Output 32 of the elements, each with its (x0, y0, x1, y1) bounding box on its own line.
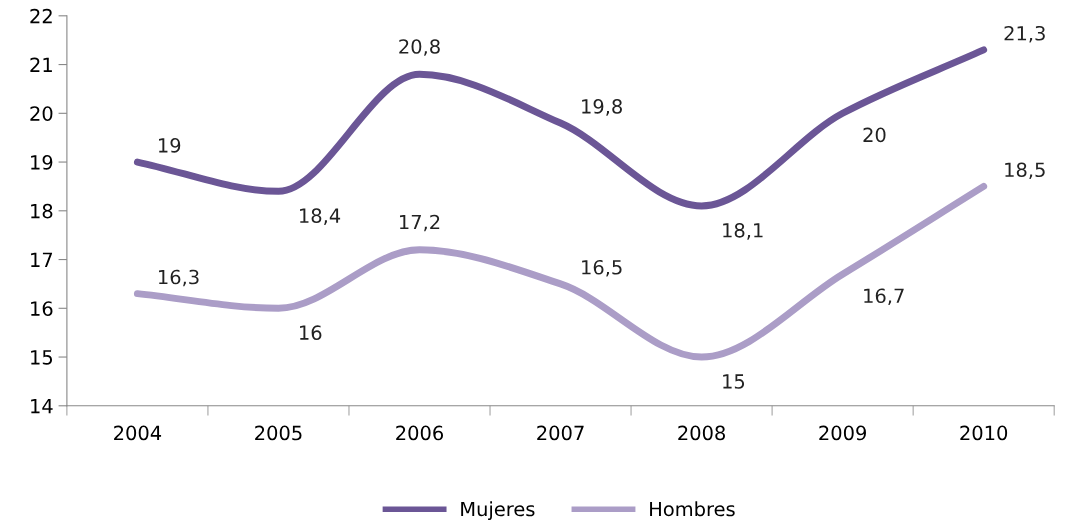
data-label: 18,4 (300, 208, 341, 225)
data-label: 16,3 (159, 269, 199, 287)
x-tick-label: 2009 (819, 425, 866, 441)
data-label: 19,8 (582, 99, 622, 116)
x-tick-label: 2010 (960, 425, 1008, 441)
data-label: 18,1 (723, 222, 763, 240)
y-tick-label: 21 (30, 57, 52, 72)
y-tick-label: 15 (31, 350, 52, 365)
data-label: 20 (863, 127, 886, 143)
data-label: 15 (723, 374, 745, 389)
data-label: 17,2 (399, 214, 440, 232)
data-label: 16 (300, 325, 322, 341)
y-tick-label: 17 (31, 252, 53, 267)
x-tick-label: 2007 (537, 425, 584, 441)
data-label: 20,8 (399, 39, 440, 56)
data-label: 21,3 (1004, 25, 1045, 43)
data-label: 16,7 (864, 288, 904, 306)
y-tick-label: 18 (31, 203, 53, 219)
data-label: 18,5 (1005, 162, 1045, 180)
y-tick-label: 14 (31, 399, 53, 414)
y-tick-label: 16 (31, 301, 53, 316)
data-label: 16,5 (582, 259, 622, 277)
data-label: 19 (159, 138, 181, 153)
legend-label: Mujeres (461, 501, 535, 521)
y-tick-label: 19 (31, 155, 53, 170)
y-tick-label: 22 (30, 8, 52, 24)
x-tick-label: 2005 (255, 425, 302, 441)
x-tick-label: 2008 (678, 425, 725, 441)
y-tick-label: 20 (30, 106, 53, 121)
legend-label: Hombres (650, 501, 735, 517)
x-tick-label: 2004 (114, 425, 162, 441)
x-tick-label: 2006 (396, 425, 444, 441)
